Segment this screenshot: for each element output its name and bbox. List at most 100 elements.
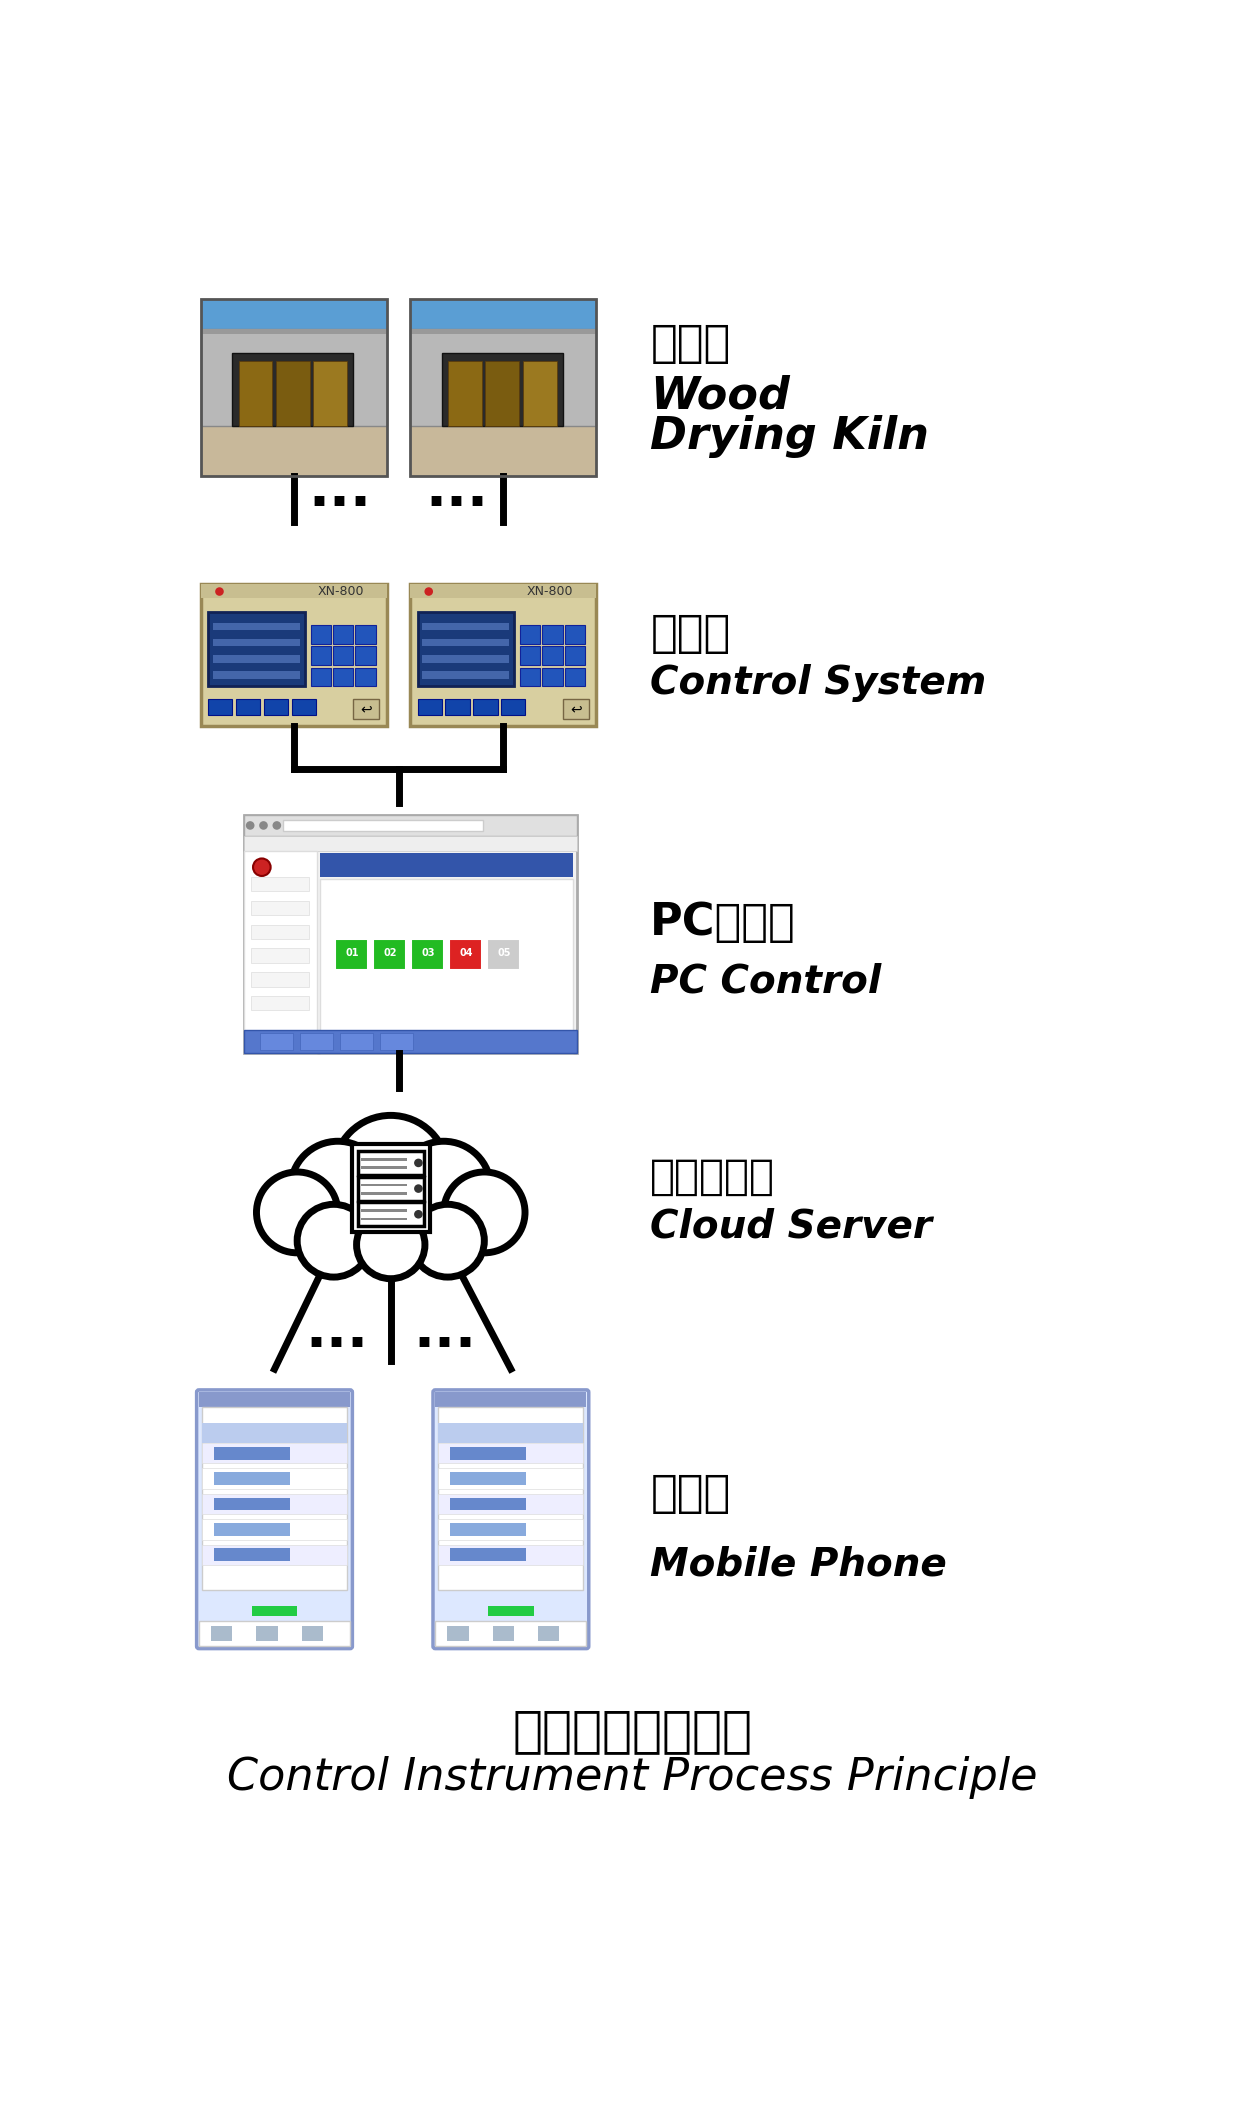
Bar <box>361 1158 408 1160</box>
Text: 01: 01 <box>345 947 358 958</box>
Bar <box>333 646 353 665</box>
Bar <box>446 699 469 716</box>
Bar <box>410 328 597 427</box>
Circle shape <box>246 821 254 829</box>
Bar <box>447 1625 468 1642</box>
Bar <box>435 1621 587 1646</box>
Bar <box>251 901 310 916</box>
Bar <box>361 1210 408 1212</box>
Circle shape <box>425 587 433 596</box>
Bar <box>451 1471 526 1484</box>
Bar <box>422 671 510 678</box>
Bar <box>488 939 520 970</box>
Bar <box>214 671 300 678</box>
Bar <box>410 583 597 598</box>
Bar <box>448 360 482 427</box>
Bar <box>473 699 498 716</box>
Bar <box>243 815 577 836</box>
Bar <box>438 1545 583 1564</box>
Bar <box>356 625 375 644</box>
Bar <box>356 667 375 686</box>
Circle shape <box>414 1158 422 1166</box>
Bar <box>353 699 379 720</box>
Bar <box>358 1202 424 1227</box>
Bar <box>451 1497 526 1511</box>
Bar <box>493 1625 514 1642</box>
Bar <box>361 1166 408 1168</box>
Bar <box>264 699 288 716</box>
Text: ···: ··· <box>426 478 489 533</box>
Bar <box>336 939 368 970</box>
Bar <box>520 646 541 665</box>
Bar <box>199 1621 350 1646</box>
Bar <box>438 1444 583 1463</box>
Bar <box>261 1034 294 1050</box>
Text: XN-800: XN-800 <box>526 585 573 598</box>
Bar <box>203 1469 347 1488</box>
Bar <box>203 1444 347 1463</box>
Bar <box>361 1219 408 1221</box>
Bar <box>251 996 310 1010</box>
Bar <box>201 415 387 476</box>
Circle shape <box>257 1172 338 1252</box>
Text: ···: ··· <box>414 1320 477 1372</box>
Bar <box>438 1408 583 1591</box>
Bar <box>411 939 445 970</box>
Circle shape <box>333 1116 448 1229</box>
Bar <box>451 1549 526 1562</box>
Bar <box>422 655 510 663</box>
Bar <box>257 1625 278 1642</box>
Bar <box>209 699 232 716</box>
Bar <box>373 939 406 970</box>
Bar <box>251 973 310 987</box>
Bar <box>520 667 541 686</box>
Text: 02: 02 <box>383 947 396 958</box>
Bar <box>251 878 310 890</box>
Bar <box>501 699 525 716</box>
Bar <box>201 583 387 726</box>
Bar <box>485 360 519 427</box>
Text: 04: 04 <box>459 947 473 958</box>
Bar <box>333 667 353 686</box>
Bar <box>203 1495 347 1513</box>
Bar <box>275 360 310 427</box>
Circle shape <box>259 821 268 829</box>
Circle shape <box>253 859 270 876</box>
Text: Control System: Control System <box>651 665 987 703</box>
Text: 控制仪: 控制仪 <box>651 613 731 655</box>
Bar <box>243 1029 577 1052</box>
Bar <box>311 625 331 644</box>
Bar <box>209 613 305 686</box>
Bar <box>301 1625 322 1642</box>
Bar <box>199 1391 350 1408</box>
Bar <box>520 625 541 644</box>
Text: 03: 03 <box>421 947 435 958</box>
Bar <box>361 1191 408 1194</box>
Bar <box>243 815 577 1052</box>
Bar <box>251 949 310 962</box>
Bar <box>203 1520 347 1539</box>
Bar <box>300 1034 333 1050</box>
Bar <box>438 1423 583 1444</box>
Text: 手机端: 手机端 <box>651 1471 731 1516</box>
Bar <box>438 1469 583 1488</box>
Bar <box>417 699 442 716</box>
Text: PC Control: PC Control <box>651 962 882 1000</box>
Bar <box>201 328 387 335</box>
Text: 控制仪流程原理图: 控制仪流程原理图 <box>513 1707 752 1756</box>
Bar <box>380 1034 414 1050</box>
Bar <box>214 655 300 663</box>
Text: PC控制端: PC控制端 <box>651 901 797 943</box>
Bar <box>320 853 573 878</box>
Bar <box>410 299 597 476</box>
Bar <box>522 360 557 427</box>
Bar <box>236 699 261 716</box>
Bar <box>203 1408 347 1591</box>
Bar <box>358 1151 424 1175</box>
Bar <box>284 821 483 831</box>
Bar <box>451 1446 526 1459</box>
Bar <box>201 583 387 598</box>
Bar <box>243 836 577 850</box>
Bar <box>314 360 347 427</box>
Bar <box>410 415 597 476</box>
